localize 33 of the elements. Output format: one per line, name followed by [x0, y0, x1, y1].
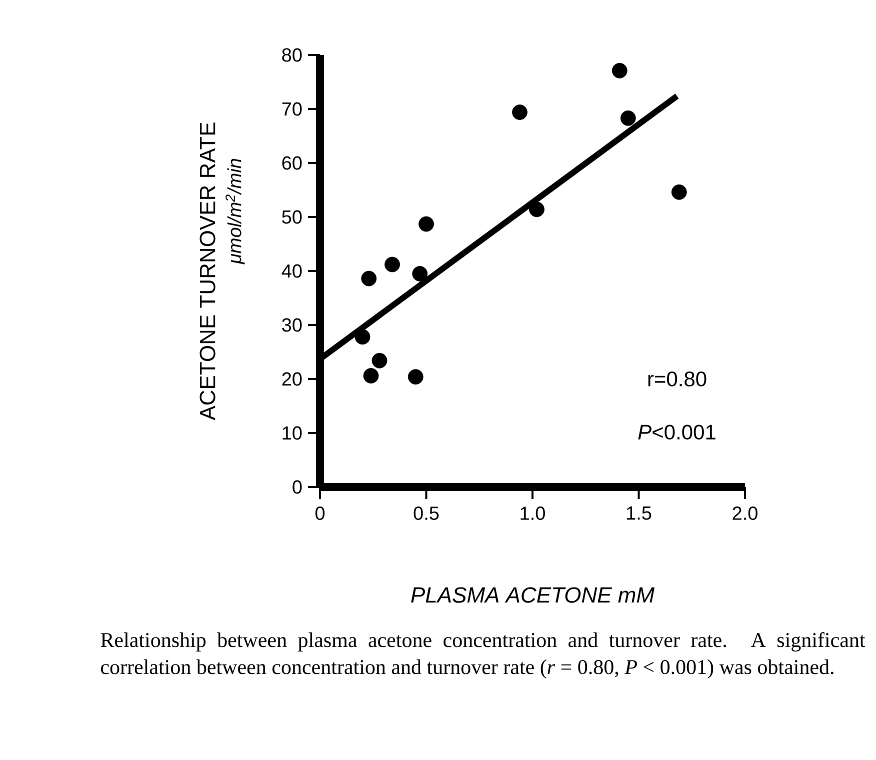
x-tick-label: 0	[315, 506, 325, 520]
y-tick-label: 50	[282, 210, 302, 224]
point	[412, 266, 428, 282]
y-tick-label: 0	[292, 480, 302, 494]
point	[418, 216, 434, 232]
point	[361, 270, 377, 286]
text: Relationship between plasma acetone concentration and turnover rate. A significant correlation between concentration and turnover rate (r = 0.80, P < 0.001) was obtained.	[100, 632, 866, 678]
annotation: P<0.001	[638, 424, 716, 440]
point	[372, 352, 388, 368]
point	[612, 62, 628, 78]
annotation: r=0.80	[648, 372, 706, 386]
x-tick-label: 0.5	[414, 506, 439, 520]
x-tick-label: 2.0	[732, 506, 758, 520]
point	[363, 368, 379, 384]
x-tick-label: 1.5	[626, 506, 652, 520]
y-tick-label: 60	[282, 156, 302, 170]
point	[620, 110, 636, 126]
y-axis-title: ACETONE TURNOVER RATE	[200, 122, 216, 420]
text: μmol/m$^{2}$/min	[226, 158, 245, 264]
point	[512, 104, 528, 120]
y-tick-label: 30	[282, 318, 302, 332]
y-tick-label: 80	[282, 48, 302, 62]
x-tick-label: 1.0	[520, 506, 545, 520]
y-tick-label: 20	[282, 372, 302, 386]
y-tick-label: 40	[282, 264, 302, 278]
point	[408, 369, 424, 385]
point	[529, 202, 544, 218]
point	[384, 256, 400, 272]
y-tick-label: 10	[282, 426, 302, 440]
point	[671, 184, 687, 200]
point	[354, 329, 370, 345]
x-axis-title: PLASMA ACETONE mM	[411, 587, 655, 603]
y-tick-label: 70	[282, 102, 302, 116]
